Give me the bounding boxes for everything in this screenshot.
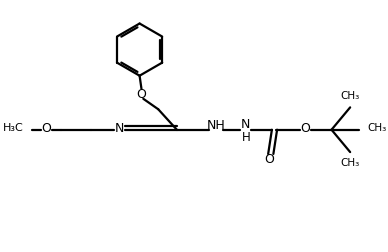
Text: NH: NH: [207, 119, 225, 132]
Text: CH₃: CH₃: [341, 159, 360, 168]
Text: H₃C: H₃C: [3, 123, 24, 133]
Text: O: O: [137, 88, 146, 101]
Text: O: O: [42, 122, 51, 135]
Text: N: N: [241, 118, 251, 131]
Text: O: O: [265, 153, 275, 166]
Text: CH₃: CH₃: [341, 91, 360, 101]
Text: CH₃: CH₃: [367, 123, 386, 133]
Text: H: H: [241, 131, 250, 144]
Text: O: O: [300, 122, 310, 135]
Text: N: N: [114, 122, 124, 135]
